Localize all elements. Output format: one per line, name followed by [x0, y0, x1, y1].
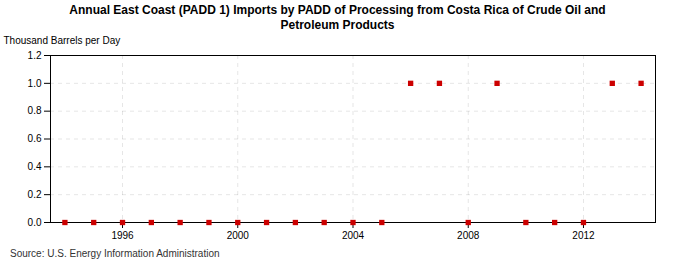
svg-text:Thousand Barrels per Day: Thousand Barrels per Day: [4, 35, 121, 46]
svg-text:0.2: 0.2: [28, 189, 42, 200]
html-text:Annual East Coast (PADD 1) Imp: Annual East Coast (PADD 1) Imports by PA…: [69, 3, 606, 32]
svg-text:0.8: 0.8: [28, 105, 42, 116]
svg-text:0.6: 0.6: [28, 133, 42, 144]
svg-text:0.0: 0.0: [28, 217, 42, 228]
svg-text:1.0: 1.0: [28, 78, 42, 89]
svg-text:2004: 2004: [342, 230, 365, 241]
svg-text:1996: 1996: [111, 230, 134, 241]
svg-text:2000: 2000: [227, 230, 250, 241]
svg-text:2012: 2012: [572, 230, 595, 241]
svg-text:0.4: 0.4: [28, 161, 42, 172]
svg-text:1.2: 1.2: [28, 50, 42, 61]
svg-text:2008: 2008: [457, 230, 480, 241]
html-text:Source: U.S. Energy Informatio: Source: U.S. Energy Information Administ…: [10, 248, 220, 259]
